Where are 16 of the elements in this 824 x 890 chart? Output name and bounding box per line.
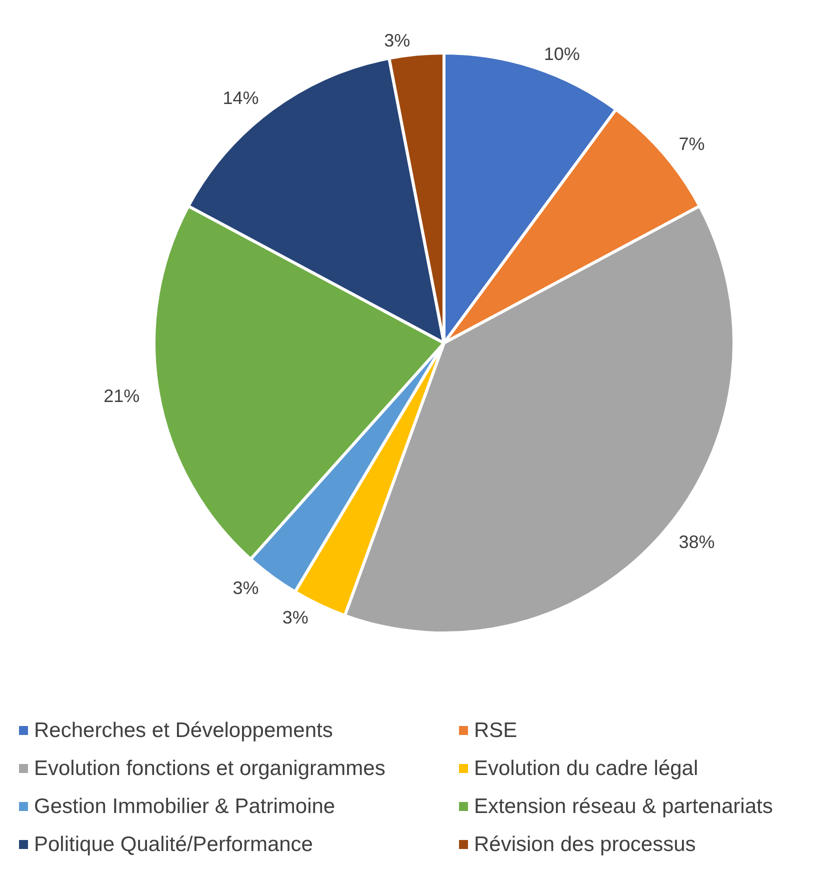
legend-label: Extension réseau & partenariats [474, 795, 773, 818]
legend-label: RSE [474, 719, 518, 742]
data-label: 3% [282, 607, 308, 628]
data-label: 38% [678, 532, 715, 552]
legend-label: Recherches et Développements [34, 719, 333, 742]
legend-label: Politique Qualité/Performance [34, 833, 313, 856]
data-label: 14% [222, 88, 259, 108]
data-label: 7% [678, 134, 705, 154]
legend-label: Evolution fonctions et organigrammes [34, 757, 386, 780]
data-label: 3% [232, 578, 259, 598]
data-label: 10% [544, 44, 580, 64]
legend-label: Révision des processus [474, 833, 696, 856]
legend-label: Gestion Immobilier & Patrimoine [34, 795, 336, 818]
legend-label: Evolution du cadre légal [474, 757, 698, 780]
data-label: 3% [384, 30, 410, 50]
data-label: 21% [104, 386, 140, 406]
